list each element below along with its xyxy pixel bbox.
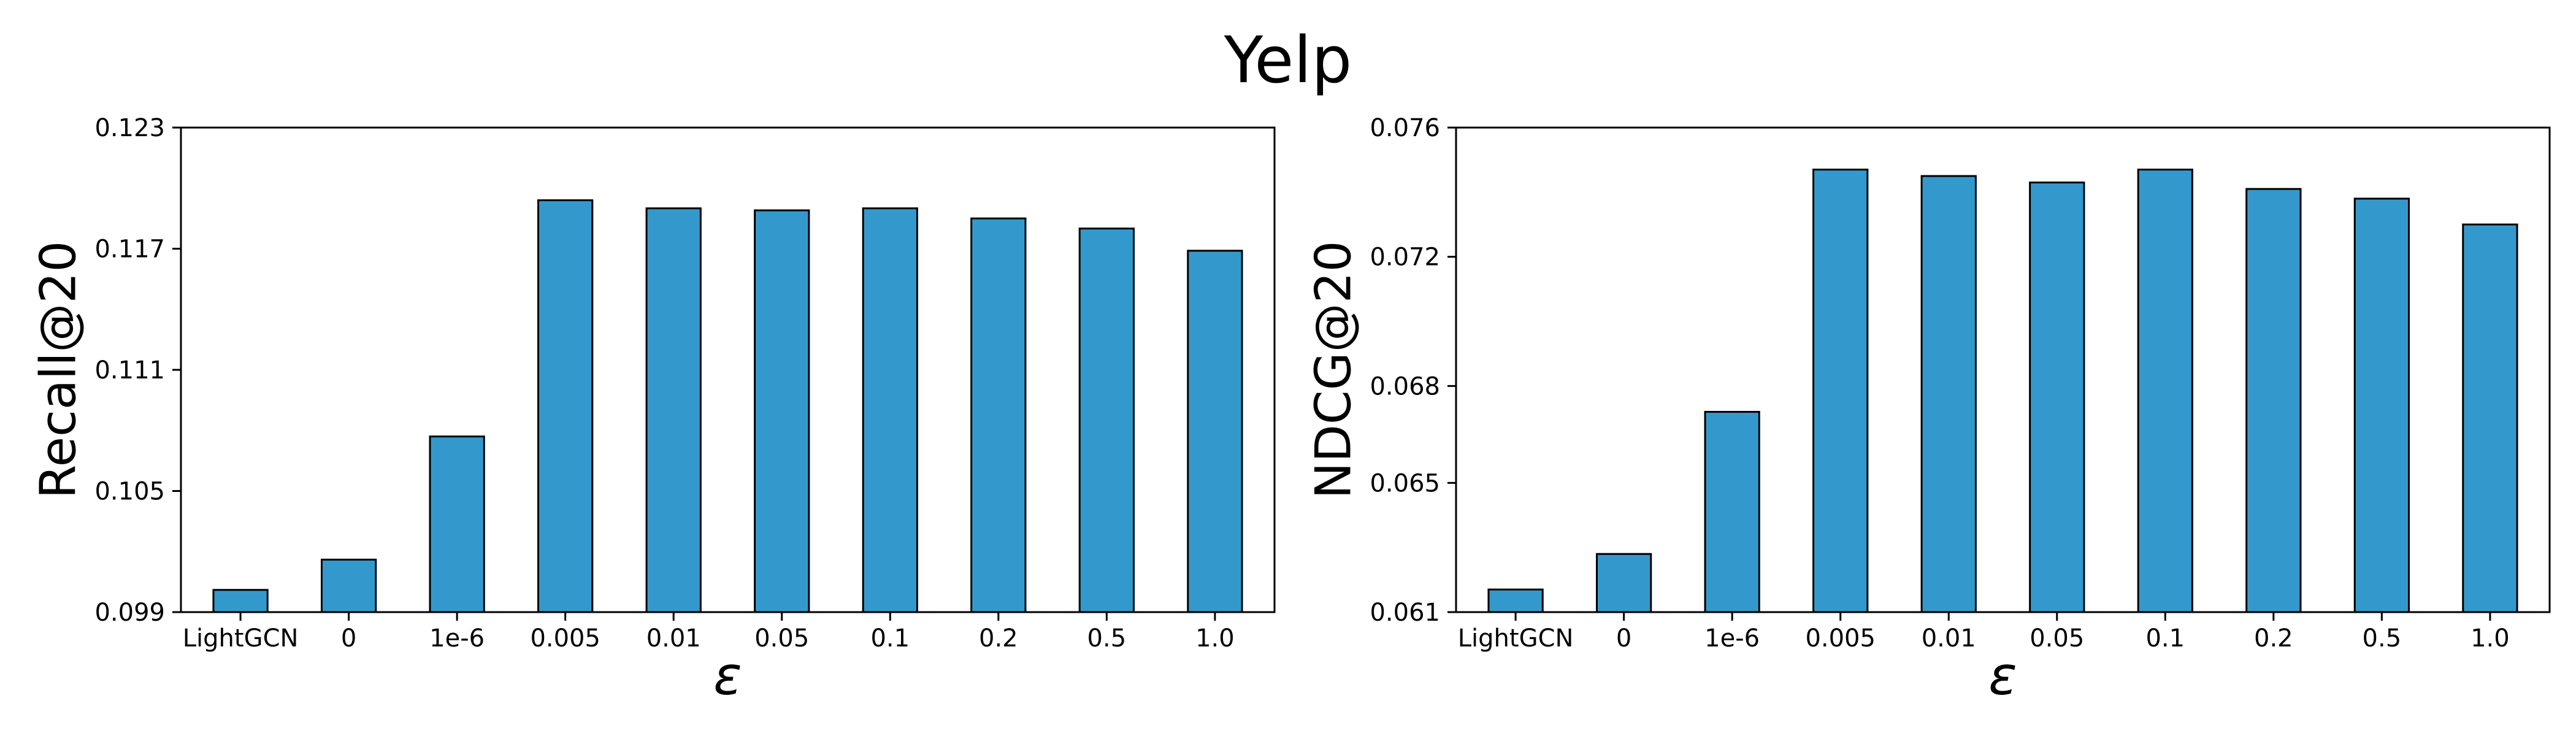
recall-chart: LightGCN 0 1e-6 0.005 0.01 0.05 0.1 0.2 0.5 1.0 0.… [30,114,1276,707]
ndcg-chart: LightGCN 0 1e-6 0.005 0.01 0.05 0.1 0.2 0.5 1.0 0.… [1305,114,2551,707]
ndcg-x-tick-label-7: 0.2 [2254,624,2293,653]
recall-bar-3 [537,199,594,613]
recall-y-tick-label-0: 0.099 [94,599,165,627]
recall-x-tick-label-3: 0.005 [530,624,600,653]
ndcg-y-tick-label-3: 0.072 [1370,243,1440,272]
recall-x-tick-label-8: 0.5 [1087,624,1127,653]
recall-x-tick-label-2: 1e-6 [429,624,485,653]
ndcg-bar-3 [1812,168,1869,613]
ndcg-x-tick-label-3: 0.005 [1805,624,1876,653]
ndcg-bar-2 [1704,410,1760,613]
recall-bar-6 [862,207,918,613]
recall-y-tick-label-4: 0.123 [94,114,165,142]
ndcg-bar-5 [2029,182,2085,613]
ndcg-y-tick-label-1: 0.065 [1370,469,1440,497]
ndcg-bar-4 [1920,175,1977,613]
ndcg-y-axis-label: NDCG@20 [1305,240,1362,499]
ndcg-x-tick-label-4: 0.01 [1922,624,1976,653]
recall-y-tick-label-3: 0.117 [94,236,165,264]
ndcg-axes-frame [1455,126,2551,613]
ndcg-y-tick-label-2: 0.068 [1370,372,1440,401]
recall-x-tick-label-6: 0.1 [870,624,910,653]
recall-x-tick-label-0: LightGCN [183,624,299,653]
ndcg-bar-9 [2462,223,2518,613]
recall-x-tick-label-4: 0.01 [646,624,701,653]
recall-bar-7 [970,217,1027,613]
ndcg-x-tick-label-9: 1.0 [2471,624,2510,653]
ndcg-bar-0 [1487,588,1544,613]
ndcg-y-tick-label-0: 0.061 [1370,599,1440,627]
ndcg-x-tick-label-6: 0.1 [2145,624,2185,653]
ndcg-x-axis-label: ε [1988,646,2017,707]
recall-x-tick-label-7: 0.2 [979,624,1018,653]
ndcg-x-tick-label-5: 0.05 [2030,624,2084,653]
recall-x-tick-label-9: 1.0 [1195,624,1235,653]
figure-title: Yelp [1224,23,1352,98]
ndcg-bar-1 [1595,553,1652,613]
ndcg-x-tick-label-2: 1e-6 [1704,624,1760,653]
ndcg-x-tick-label-8: 0.5 [2363,624,2402,653]
recall-bar-8 [1078,228,1135,613]
recall-bar-2 [429,435,485,613]
ndcg-bar-6 [2137,168,2193,613]
ndcg-bar-7 [2245,188,2302,613]
recall-y-axis-label: Recall@20 [30,241,87,499]
recall-bar-1 [320,558,377,613]
ndcg-y-tick-label-4: 0.076 [1370,114,1440,142]
recall-bar-5 [754,209,810,613]
ndcg-x-tick-label-0: LightGCN [1458,624,1574,653]
ndcg-bar-8 [2353,197,2410,613]
recall-x-tick-label-1: 0 [341,624,356,653]
recall-bar-0 [212,589,269,613]
recall-x-tick-label-5: 0.05 [754,624,809,653]
recall-bar-4 [645,207,702,613]
recall-bar-9 [1187,250,1243,613]
recall-y-tick-label-1: 0.105 [94,478,165,506]
recall-y-tick-label-2: 0.111 [94,356,165,385]
recall-x-axis-label: ε [713,646,742,707]
ndcg-x-tick-label-1: 0 [1616,624,1631,653]
